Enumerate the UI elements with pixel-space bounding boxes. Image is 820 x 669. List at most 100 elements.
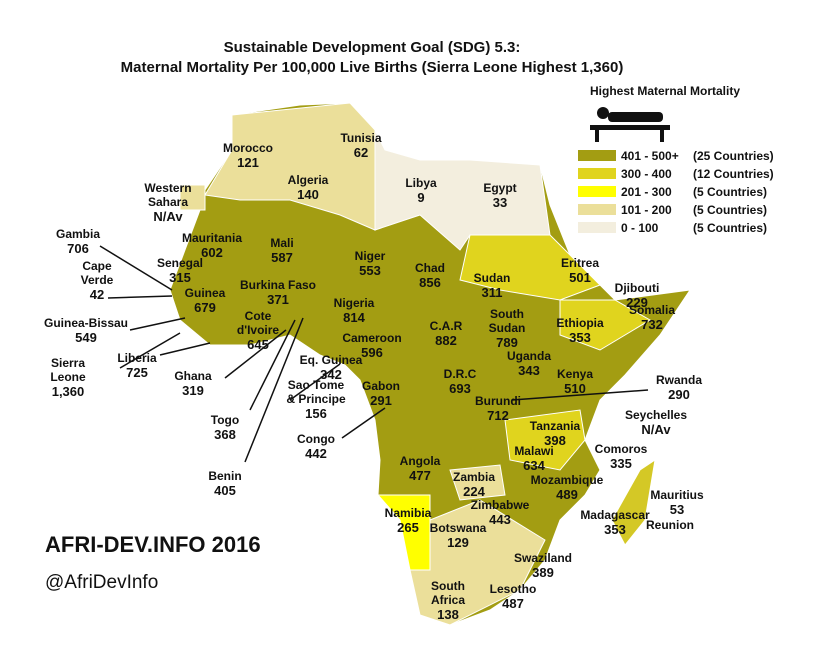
handle: @AfriDevInfo: [45, 572, 158, 593]
title-line: Maternal Mortality Per 100,000 Live Birt…: [121, 59, 624, 76]
country-name: Benin: [208, 469, 241, 483]
legend-label: 300 - 400: [621, 167, 672, 181]
country-name: Chad: [415, 261, 445, 275]
country-value: 398: [544, 433, 566, 448]
country-name: Africa: [431, 593, 465, 607]
country-value: N/Av: [641, 422, 671, 437]
country-name: Mali: [270, 236, 293, 250]
country-name: D.R.C: [444, 367, 477, 381]
country-value: 319: [182, 383, 204, 398]
callout-line: [249, 319, 296, 411]
country-value: 553: [359, 263, 381, 278]
country-name: Angola: [400, 454, 441, 468]
country-name: Zimbabwe: [471, 498, 530, 512]
country-value: 489: [556, 487, 578, 502]
country-name: Eq. Guinea: [300, 353, 363, 367]
country-value: 1,360: [52, 384, 85, 399]
country-name: Nigeria: [334, 296, 375, 310]
country-name: Liberia: [117, 351, 157, 365]
legend-label: 0 - 100: [621, 221, 659, 235]
legend-label: 401 - 500+: [621, 149, 679, 163]
country-value: 443: [489, 512, 511, 527]
country-value: 62: [354, 145, 368, 160]
country-value: 53: [670, 502, 684, 517]
country-name: Swaziland: [514, 551, 572, 565]
country-value: 587: [271, 250, 293, 265]
country-value: 368: [214, 427, 236, 442]
country-value: 789: [496, 335, 518, 350]
country-name: Reunion: [646, 518, 694, 532]
country-value: 353: [604, 522, 626, 537]
country-name: Niger: [355, 249, 386, 263]
country-value: 291: [370, 393, 392, 408]
country-name: Gambia: [56, 227, 100, 241]
legend-label: 201 - 300: [621, 185, 672, 199]
country-name: Guinea: [185, 286, 226, 300]
callout-line: [107, 295, 173, 299]
legend-swatch: [578, 150, 616, 161]
legend-swatch: [578, 222, 616, 233]
country-value: 138: [437, 607, 459, 622]
country-name: Comoros: [595, 442, 648, 456]
country-value: 335: [610, 456, 632, 471]
country-name: Eritrea: [561, 256, 599, 270]
country-value: 353: [569, 330, 591, 345]
country-value: 121: [237, 155, 259, 170]
country-name: Namibia: [385, 506, 432, 520]
country-name: Madagascar: [580, 508, 650, 522]
country-value: 405: [214, 483, 236, 498]
legend-icon: [584, 101, 676, 145]
country-name: Senegal: [157, 256, 203, 270]
country-name: Ghana: [174, 369, 212, 383]
callout-line: [244, 317, 304, 463]
country-name: Djibouti: [615, 281, 660, 295]
callouts: [99, 245, 649, 463]
country-name: Tanzania: [530, 419, 581, 433]
legend-count: (5 Countries): [693, 203, 767, 217]
country-value: 856: [419, 275, 441, 290]
africa-map: [169, 102, 692, 626]
country-name: Cote: [245, 309, 272, 323]
legend-count: (25 Countries): [693, 149, 774, 163]
country-name: Uganda: [507, 349, 551, 363]
callout-line: [224, 329, 287, 379]
country-value: 725: [126, 365, 148, 380]
country-name: Guinea-Bissau: [44, 316, 128, 330]
region: [611, 458, 656, 546]
country-name: Burundi: [475, 394, 521, 408]
country-name: Somalia: [629, 303, 675, 317]
country-value: 290: [668, 387, 690, 402]
region: [409, 499, 546, 626]
country-value: 645: [247, 337, 269, 352]
legend-title: Highest Maternal Mortality: [590, 84, 740, 98]
country-name: d'Ivoire: [237, 323, 280, 337]
country-name: Mauritania: [182, 231, 242, 245]
country-value: 229: [626, 295, 648, 310]
region: [459, 234, 601, 301]
country-name: Sahara: [148, 195, 188, 209]
country-name: Libya: [405, 176, 437, 190]
country-name: Rwanda: [656, 373, 702, 387]
callout-line: [119, 332, 181, 369]
region: [559, 299, 651, 351]
callout-line: [511, 389, 649, 401]
region: [449, 464, 506, 501]
country-name: Verde: [81, 273, 114, 287]
country-name: Lesotho: [490, 582, 537, 596]
callout-line: [99, 245, 173, 291]
country-name: Kenya: [557, 367, 593, 381]
country-value: 693: [449, 381, 471, 396]
region: [504, 409, 586, 471]
country-value: 501: [569, 270, 591, 285]
country-value: 389: [532, 565, 554, 580]
country-value: 602: [201, 245, 223, 260]
region: [179, 184, 206, 211]
country-value: 371: [267, 292, 289, 307]
country-name: Sudan: [474, 271, 511, 285]
country-name: Leone: [50, 370, 86, 384]
country-name: Congo: [297, 432, 335, 446]
country-value: 129: [447, 535, 469, 550]
country-value: 712: [487, 408, 509, 423]
country-name: Ethiopia: [556, 316, 604, 330]
